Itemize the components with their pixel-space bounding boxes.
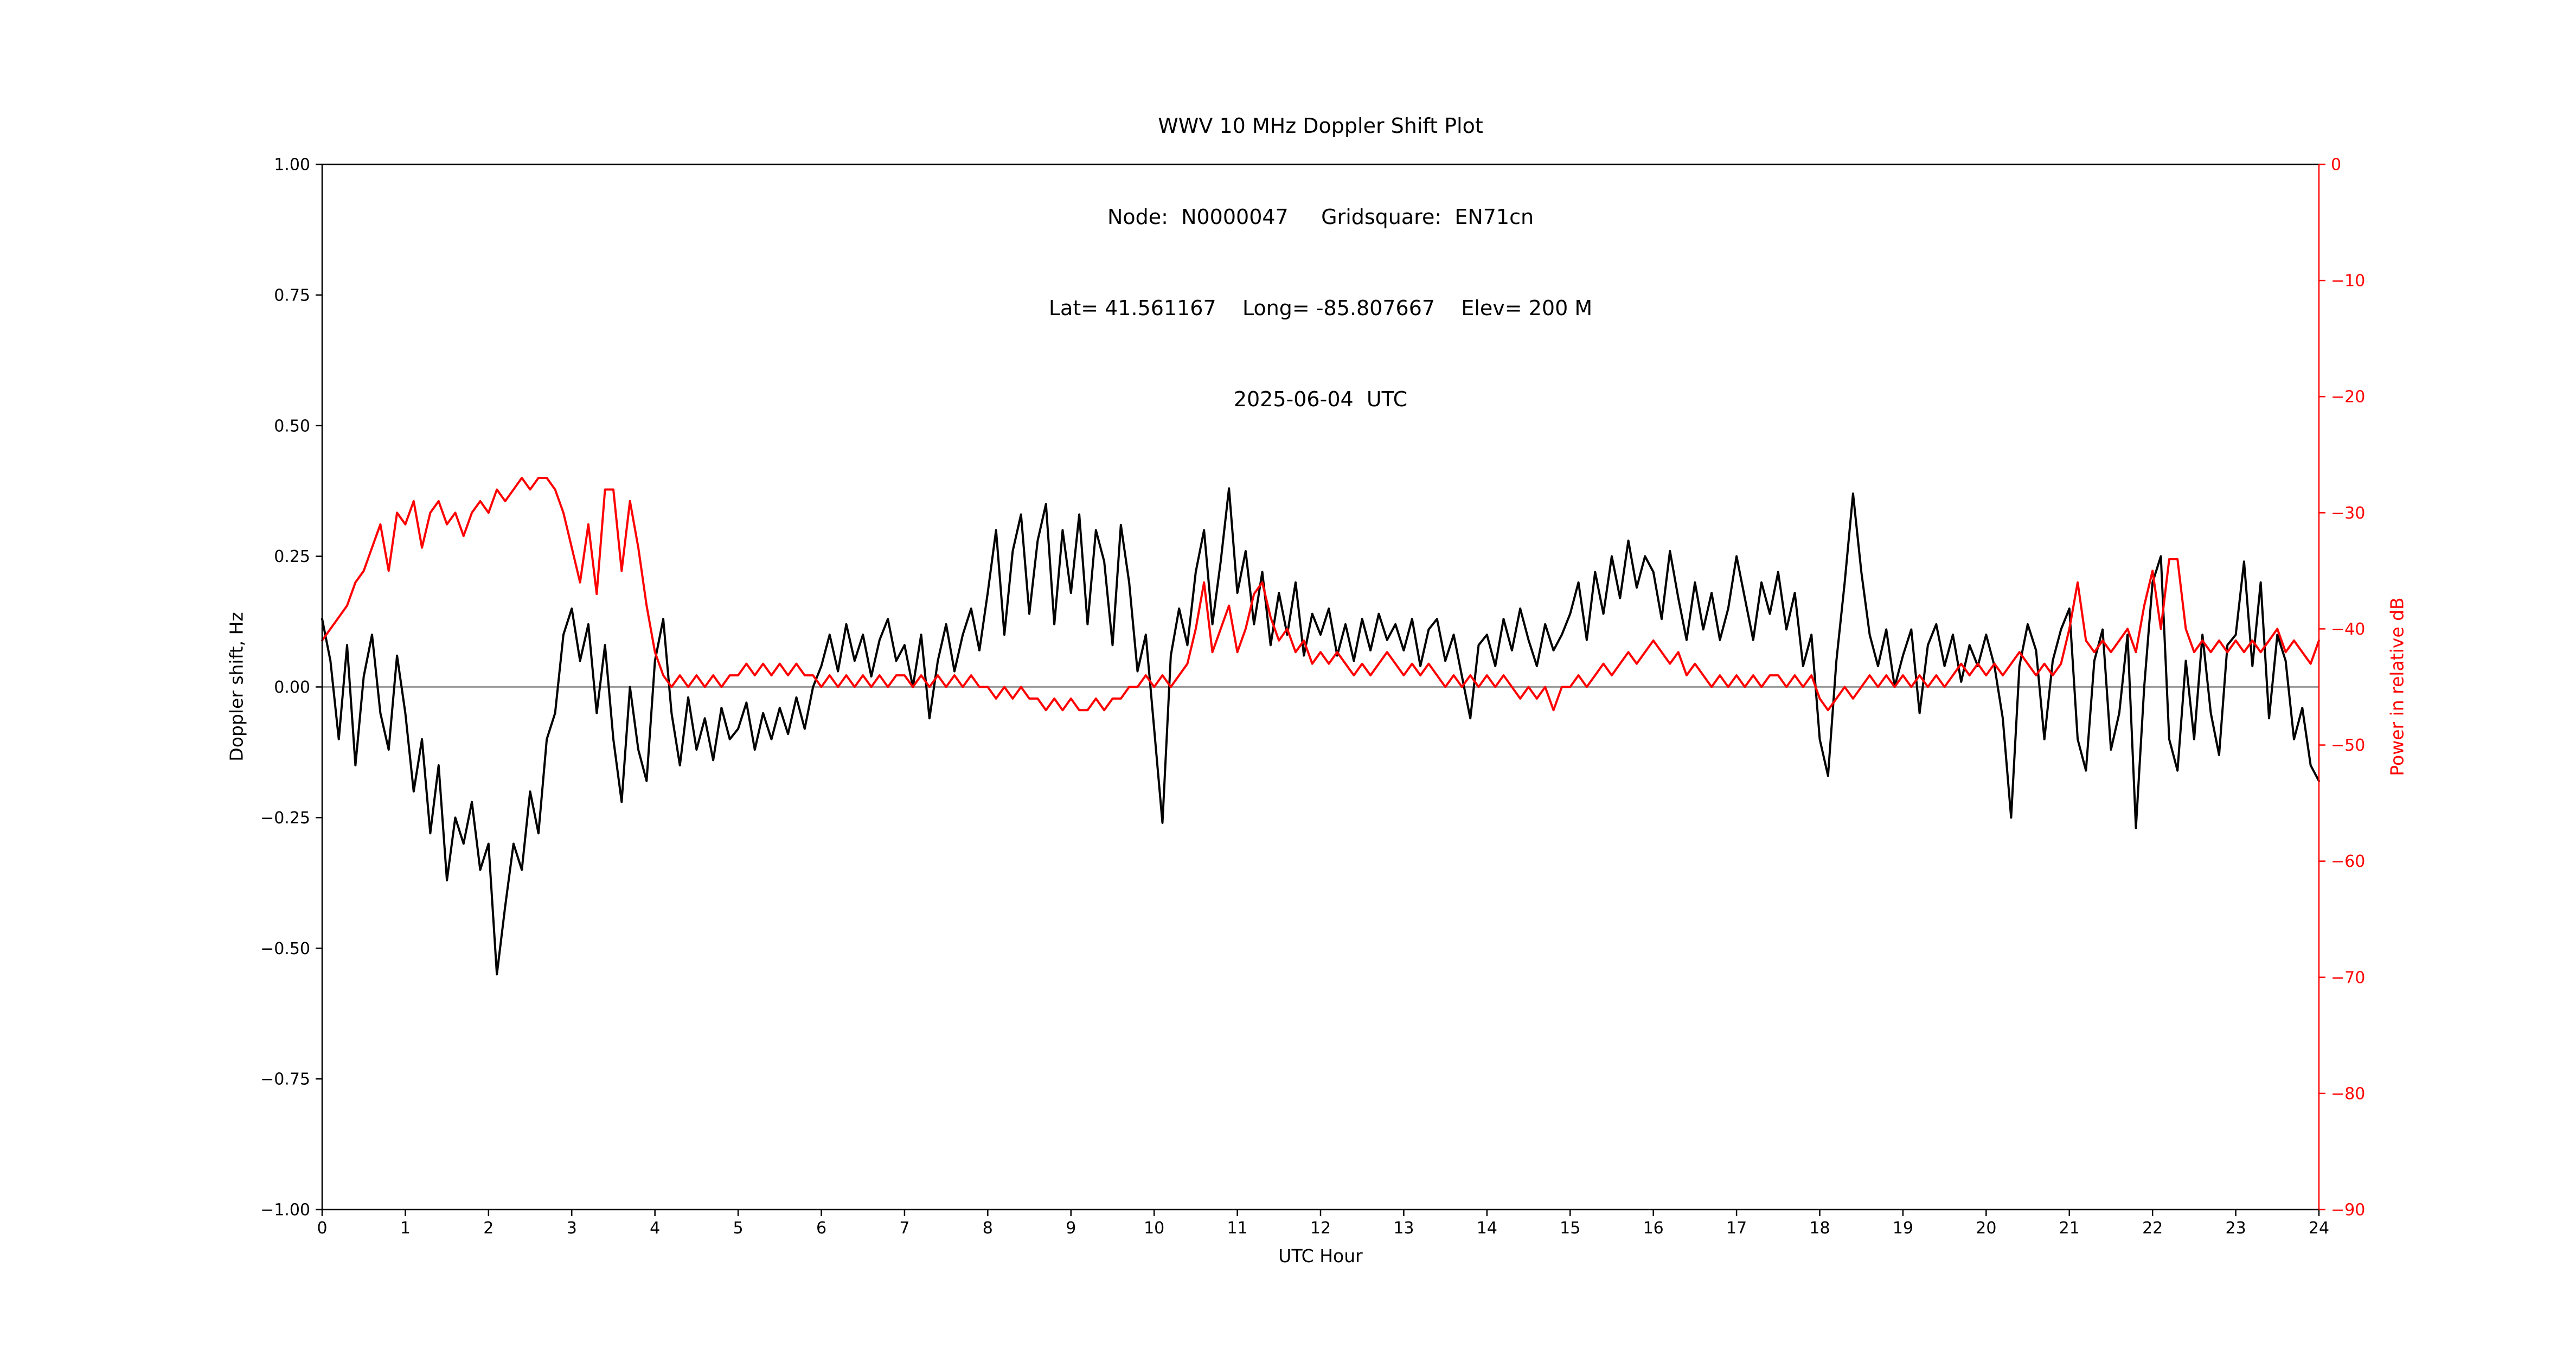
y-left-tick-label: 0.50 xyxy=(274,417,310,436)
y-left-tick-label: −0.75 xyxy=(260,1070,310,1089)
x-tick-label: 5 xyxy=(733,1219,744,1238)
x-tick-label: 23 xyxy=(2225,1219,2246,1238)
x-tick-label: 9 xyxy=(1066,1219,1076,1238)
x-tick-label: 18 xyxy=(1809,1219,1830,1238)
x-tick-label: 2 xyxy=(483,1219,494,1238)
y-left-tick-label: −0.50 xyxy=(260,939,310,958)
x-tick-label: 13 xyxy=(1393,1219,1414,1238)
chart-title: WWV 10 MHz Doppler Shift Plot xyxy=(1158,114,1483,138)
x-tick-label: 22 xyxy=(2142,1219,2163,1238)
chart-subtitle-node: Node: N0000047 Gridsquare: EN71cn xyxy=(1107,205,1534,229)
x-tick-label: 0 xyxy=(317,1219,327,1238)
y-left-tick-label: 0.25 xyxy=(274,547,310,566)
x-tick-label: 4 xyxy=(650,1219,660,1238)
x-axis: 0 1 2 3 4 5 6 7 8 9 10 11 12 13 14 15 16 17 18 19 20 21 22 23 24 xyxy=(317,1210,2329,1238)
x-tick-label: 3 xyxy=(567,1219,577,1238)
y-right-tick-label: −20 xyxy=(2331,388,2365,407)
x-tick-label: 14 xyxy=(1477,1219,1497,1238)
x-tick-label: 11 xyxy=(1227,1219,1247,1238)
y-right-tick-label: −10 xyxy=(2331,272,2365,291)
y-right-tick-label: −40 xyxy=(2331,620,2365,639)
x-tick-label: 6 xyxy=(816,1219,826,1238)
x-tick-label: 10 xyxy=(1144,1219,1164,1238)
y-right-tick-label: −30 xyxy=(2331,504,2365,523)
y-right-tick-label: −90 xyxy=(2331,1201,2365,1220)
y-left-tick-label: 0.75 xyxy=(274,286,310,305)
x-tick-label: 15 xyxy=(1560,1219,1580,1238)
y-left-tick-label: 1.00 xyxy=(274,156,310,175)
x-axis-label: UTC Hour xyxy=(1278,1245,1363,1267)
x-tick-label: 19 xyxy=(1893,1219,1913,1238)
y-right-tick-label: −80 xyxy=(2331,1084,2365,1103)
series-group xyxy=(321,477,2320,976)
power-series-line xyxy=(321,477,2320,712)
x-tick-label: 8 xyxy=(983,1219,993,1238)
x-tick-label: 7 xyxy=(899,1219,909,1238)
x-tick-label: 16 xyxy=(1643,1219,1664,1238)
y-left-tick-label: −0.25 xyxy=(260,809,310,828)
y-left-tick-label: 0.00 xyxy=(274,678,310,697)
x-tick-label: 20 xyxy=(1976,1219,1996,1238)
x-tick-label: 24 xyxy=(2309,1219,2329,1238)
x-tick-label: 1 xyxy=(400,1219,411,1238)
x-tick-label: 17 xyxy=(1726,1219,1747,1238)
y-left-tick-label: −1.00 xyxy=(260,1201,310,1220)
y-axis-left: 1.00 0.75 0.50 0.25 0.00 −0.25 −0.50 −0.75 −1.00 xyxy=(260,156,322,1220)
x-tick-label: 21 xyxy=(2059,1219,2080,1238)
x-tick-label: 12 xyxy=(1310,1219,1331,1238)
chart-title-block: WWV 10 MHz Doppler Shift Plot Node: N000… xyxy=(322,50,2319,475)
chart-subtitle-location: Lat= 41.561167 Long= -85.807667 Elev= 20… xyxy=(1048,296,1593,320)
y-right-tick-label: 0 xyxy=(2331,156,2341,175)
doppler-series-line xyxy=(321,487,2320,976)
y-right-tick-label: −60 xyxy=(2331,852,2365,871)
chart-subtitle-date: 2025-06-04 UTC xyxy=(1233,387,1408,411)
y-axis-right: 0 −10 −20 −30 −40 −50 −60 −70 −80 −90 xyxy=(2319,156,2365,1220)
y-right-tick-label: −70 xyxy=(2331,968,2365,987)
y-right-tick-label: −50 xyxy=(2331,736,2365,755)
